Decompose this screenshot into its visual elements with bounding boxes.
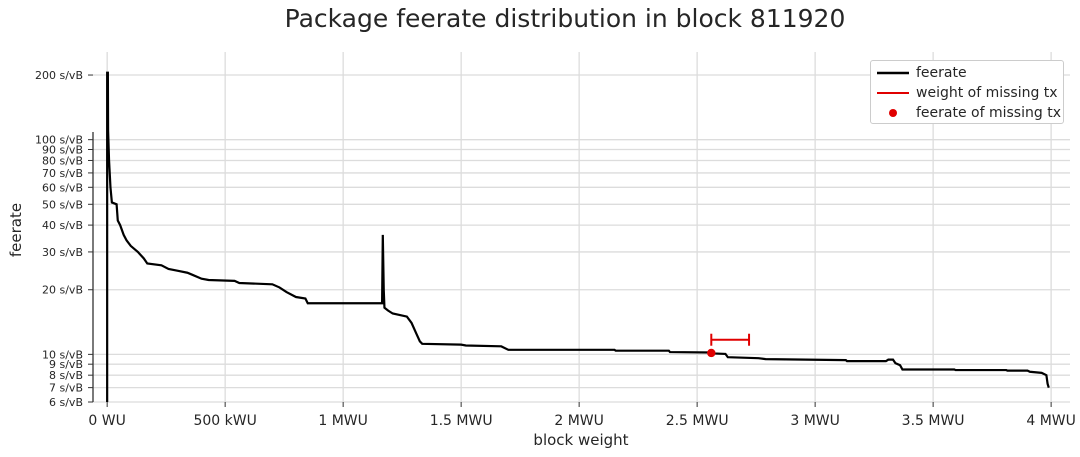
y-tick-label: 10 s/vB bbox=[42, 348, 83, 361]
x-tick-label: 4 MWU bbox=[1026, 413, 1076, 429]
y-tick-label: 100 s/vB bbox=[35, 134, 83, 147]
legend-label-weight-missing-tx: weight of missing tx bbox=[916, 85, 1058, 101]
y-tick-label: 9 s/vB bbox=[49, 358, 83, 371]
legend: feerate weight of missing tx feerate of … bbox=[870, 60, 1064, 124]
y-tick-label: 7 s/vB bbox=[49, 382, 83, 395]
legend-dot-icon bbox=[889, 109, 897, 117]
y-tick-label: 40 s/vB bbox=[42, 219, 83, 232]
legend-item-feerate-missing-tx: feerate of missing tx bbox=[871, 103, 1063, 123]
y-tick-label: 80 s/vB bbox=[42, 154, 83, 167]
legend-errorbar-icon bbox=[877, 92, 909, 94]
x-tick-label: 2 MWU bbox=[554, 413, 604, 429]
legend-item-feerate: feerate bbox=[871, 63, 1063, 83]
series-layer bbox=[106, 71, 1050, 402]
x-tick-label: 3.5 MWU bbox=[902, 413, 965, 429]
missing-tx-feerate-dot bbox=[707, 348, 716, 358]
x-tick-label: 3 MWU bbox=[790, 413, 840, 429]
x-axis-label: block weight bbox=[533, 431, 628, 449]
legend-item-weight-missing-tx: weight of missing tx bbox=[871, 83, 1063, 103]
y-tick-label: 30 s/vB bbox=[42, 246, 83, 259]
legend-label-feerate-missing-tx: feerate of missing tx bbox=[916, 105, 1061, 121]
legend-label-feerate: feerate bbox=[916, 65, 967, 81]
y-tick-label: 200 s/vB bbox=[35, 69, 83, 82]
x-tick-label: 1 MWU bbox=[318, 413, 368, 429]
y-tick-label: 20 s/vB bbox=[42, 284, 83, 297]
x-tick-label: 500 kWU bbox=[193, 413, 256, 429]
x-tick-label: 0 WU bbox=[88, 413, 125, 429]
y-tick-label: 8 s/vB bbox=[49, 369, 83, 382]
x-tick-label: 1.5 MWU bbox=[430, 413, 493, 429]
feerate-line bbox=[106, 71, 1050, 402]
legend-line-icon bbox=[877, 71, 909, 75]
y-tick-label: 50 s/vB bbox=[42, 198, 83, 211]
x-tick-label: 2.5 MWU bbox=[666, 413, 729, 429]
axis-layer: 0 WU 500 kWU 1 MWU 1.5 MWU 2 MWU 2.5 MWU 3 MWU… bbox=[35, 69, 1076, 429]
y-tick-label: 6 s/vB bbox=[49, 396, 83, 409]
chart-title: Package feerate distribution in block 81… bbox=[284, 4, 846, 33]
y-tick-label: 60 s/vB bbox=[42, 181, 83, 194]
y-tick-label: 90 s/vB bbox=[42, 143, 83, 156]
y-axis-label: feerate bbox=[7, 203, 25, 257]
y-tick-label: 70 s/vB bbox=[42, 167, 83, 180]
